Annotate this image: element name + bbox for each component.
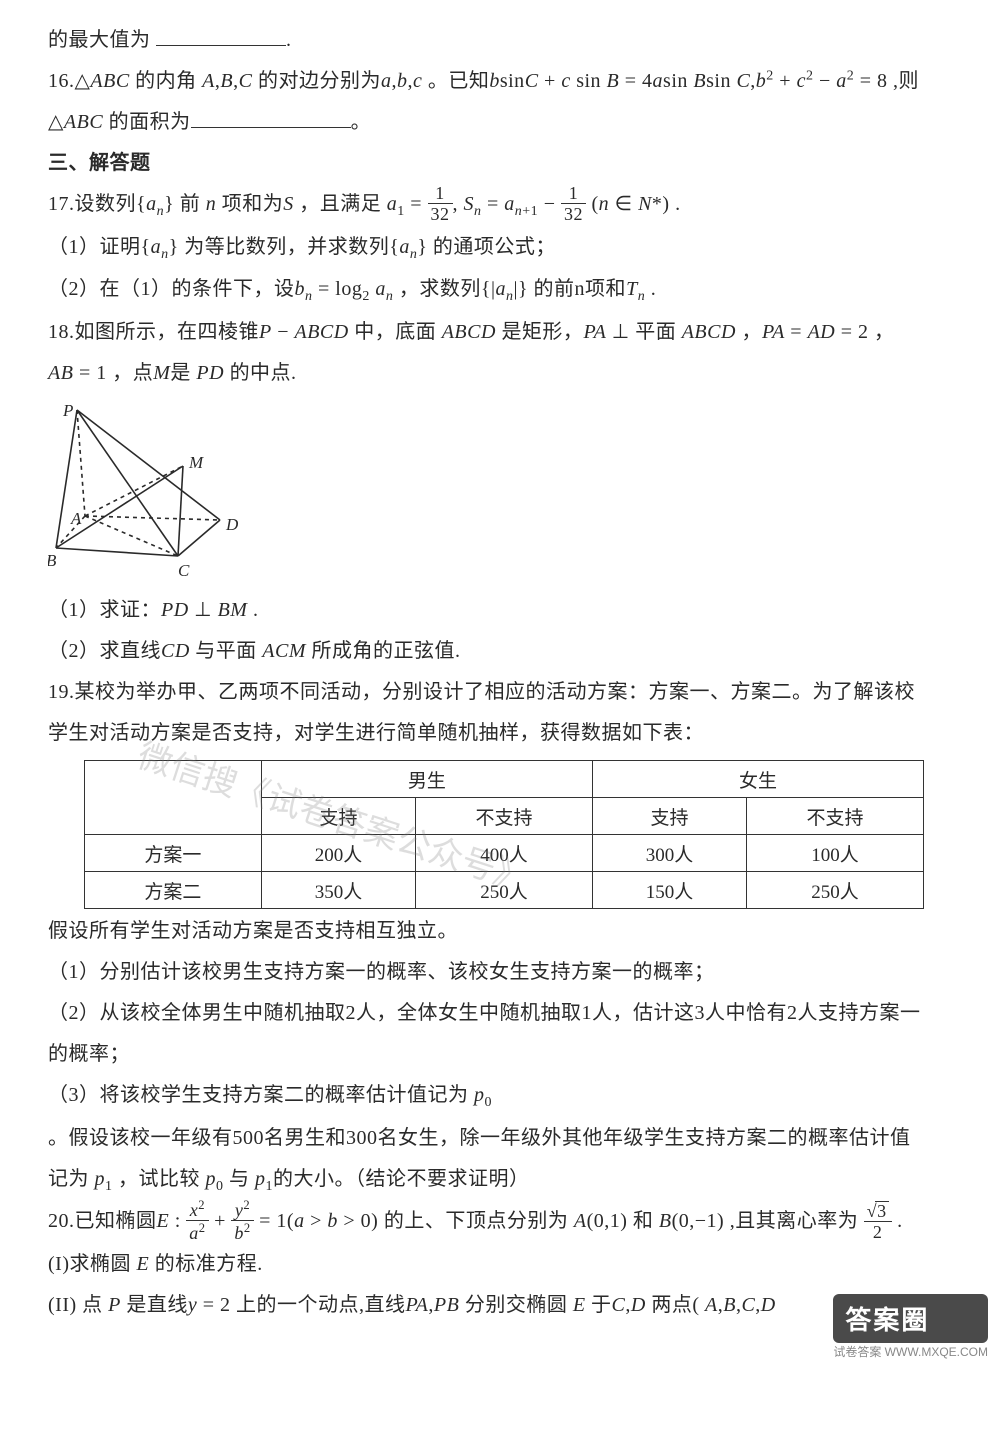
pyramid-figure: P M D A B C [48, 402, 952, 582]
corner-watermark: 答案圈 试卷答案 WWW.MXQE.COM [833, 1294, 988, 1360]
q19-3b: 。假设该校一年级有500名男生和300名女生，除一年级外其他年级学生支持方案二的… [48, 1118, 952, 1159]
q19-3c: 记为 p1 ，试比较 p0 与 p1的大小。（结论不要求证明） [48, 1159, 952, 1202]
th-nosupport: 不支持 [747, 798, 924, 835]
th-support: 支持 [592, 798, 746, 835]
svg-text:P: P [62, 402, 73, 420]
q19-3: （3）将该校学生支持方案二的概率估计值记为 p0 [48, 1075, 952, 1118]
q18-1: （1）求证：PD ⊥ BM . [48, 590, 952, 631]
q19-line3: 假设所有学生对活动方案是否支持相互独立。 [48, 911, 952, 952]
svg-text:C: C [178, 561, 190, 577]
svg-text:M: M [188, 453, 204, 472]
text: 的最大值为 [48, 29, 151, 51]
q19-2a: （2）从该校全体男生中随机抽取2人，全体女生中随机抽取1人，估计这3人中恰有2人… [48, 993, 952, 1034]
q19-line2: 学生对活动方案是否支持，对学生进行简单随机抽样，获得数据如下表： [48, 713, 952, 754]
svg-text:D: D [225, 515, 239, 534]
q20-2: (II) 点 P 是直线y = 2 上的一个动点,直线PA,PB 分别交椭圆 E… [48, 1285, 952, 1326]
th-nosupport: 不支持 [416, 798, 593, 835]
corner-badge: 答案圈 [833, 1294, 988, 1343]
svg-text:A: A [70, 509, 82, 528]
q19-2b: 的概率； [48, 1034, 952, 1075]
q20-1: (I)求椭圆 E 的标准方程. [48, 1244, 952, 1285]
q18-line2: AB = 1 ，点M是 PD 的中点. [48, 353, 952, 394]
q19-1: （1）分别估计该校男生支持方案一的概率、该校女生支持方案一的概率； [48, 952, 952, 993]
corner-tiny: 试卷答案 WWW.MXQE.COM [833, 1343, 988, 1360]
th-support: 支持 [261, 798, 415, 835]
blank-fill [156, 25, 286, 46]
q17-1: （1）证明{an} 为等比数列，并求数列{an} 的通项公式； [48, 227, 952, 270]
row-plan1: 方案一 [85, 835, 262, 872]
th-male: 男生 [261, 761, 592, 798]
row-plan2: 方案二 [85, 872, 262, 909]
svg-text:B: B [48, 551, 57, 570]
q17: 17.设数列{an} 前 n 项和为S ，且满足 a1 = 132, Sn = … [48, 184, 952, 227]
blank-fill [191, 107, 351, 128]
q20: 20.已知椭圆E : x2a2 + y2b2 = 1(a > b > 0) 的上… [48, 1201, 952, 1244]
q16-line2: △ABC 的面积为。 [48, 102, 952, 143]
q16-line1: 16.△ABC 的内角 A,B,C 的对边分别为a,b,c 。已知bsinC +… [48, 61, 952, 102]
q17-2: （2）在（1）的条件下，设bn = log2 an ，求数列{|an|} 的前n… [48, 269, 952, 312]
section-3-title: 三、解答题 [48, 143, 952, 184]
q18-line1: 18.如图所示，在四棱锥P − ABCD 中，底面 ABCD 是矩形，PA ⊥ … [48, 312, 952, 353]
q15-tail: 的最大值为 . [48, 20, 952, 61]
survey-table: 男生 女生 支持 不支持 支持 不支持 方案一 200人 400人 300人 1… [84, 760, 924, 909]
th-female: 女生 [592, 761, 923, 798]
q19-line1: 19.某校为举办甲、乙两项不同活动，分别设计了相应的活动方案：方案一、方案二。为… [48, 672, 952, 713]
q18-2: （2）求直线CD 与平面 ACM 所成角的正弦值. [48, 631, 952, 672]
